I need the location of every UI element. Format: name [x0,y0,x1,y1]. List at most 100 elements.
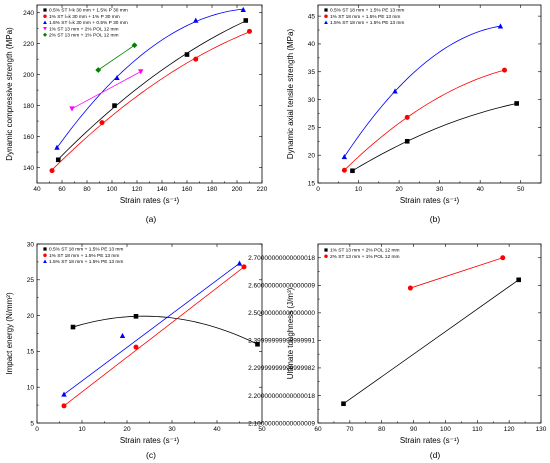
data-point [119,332,126,338]
plot-frame [36,243,263,424]
data-point [350,168,355,174]
legend: 0.5% ST l=k 30 mm + 1.5% P 30 mm1% ST l=… [42,8,128,39]
data-point [69,106,75,112]
fit-curve [56,8,244,149]
x-tick-label: 160 [182,186,193,193]
legend-marker [324,254,328,258]
data-point [114,74,120,81]
series-2 [61,260,243,397]
legend-label: 0.5% ST l=k 30 mm + 1.5% P 30 mm [49,8,128,14]
data-point [236,260,243,266]
series-2 [341,23,504,160]
data-point [54,144,60,150]
y-tick-label: 10 [27,385,35,392]
fit-curve [51,31,250,171]
fit-line [63,263,240,395]
y-tick-label: 15 [27,349,35,356]
y-tick-label: 40 [308,41,316,48]
data-point [497,23,504,29]
legend-marker-wrap [43,259,47,264]
x-tick-label: 20 [123,426,131,433]
x-tick-label: 0 [316,186,320,193]
y-tick-label: 25 [308,125,316,132]
y-tick-label: 20 [27,313,35,320]
legend: 1% ST 13 mm + 2% POL 12 mm2% ST 13 mm + … [324,248,399,260]
x-tick-label: 80 [378,426,386,433]
fit-curve [57,20,246,160]
x-axis-label: Strain rates (s⁻¹) [400,196,460,205]
y-axis-label: Ultimate toughness (J/m³) [286,287,295,379]
series-4 [95,42,138,73]
data-point [341,167,347,173]
x-tick-label: 140 [157,186,168,193]
legend-label: 1.5% ST 18 mm + 1.5% PE 13 mm [49,259,123,265]
legend-label: 1% ST 18 mm + 1.5% PE 13 mm [49,253,119,259]
x-tick-label: 50 [258,426,266,433]
legend-marker-wrap [324,254,328,258]
series-1 [407,255,506,291]
x-tick-label: 30 [436,186,444,193]
fit-curve [352,103,517,172]
y-tick-label: 200 [23,72,34,79]
series-0 [70,314,260,347]
y-tick-label: 2.70000000000000018 [248,255,315,262]
y-tick-label: 20 [308,152,316,159]
legend-marker-wrap [43,253,47,257]
data-point [255,341,260,347]
y-tick-label: 140 [23,165,34,172]
x-axis-label: Strain rates (s⁻¹) [400,436,460,445]
panel-d: 60 70 80 90 100 110 120 130 2.10000000000000009 2… [248,243,547,460]
data-point [407,285,413,291]
legend-label: 0.5% ST 18 mm + 1.5% PE 13 mm [330,8,404,14]
series-2 [54,6,246,150]
legend: 0.5% ST 18 mm + 1.5% PE 13 mm1% ST 18 mm… [324,8,404,26]
panel-a: 40 60 80 100 120 140 160 180 200 220 140 160 180 200 2… [5,4,268,224]
x-tick-label: 110 [472,426,483,433]
legend-marker-wrap [324,8,328,12]
legend-marker [43,26,47,31]
x-axis-label: Strain rates (s⁻¹) [120,436,180,445]
legend-marker-wrap [324,20,328,25]
y-tick-label: 35 [308,69,316,76]
data-point [243,18,249,23]
data-point [193,56,199,62]
data-point [193,17,199,23]
y-axis-label: Dynamic compressive strength (MPa) [5,27,14,161]
y-axis-label: Dynamic axial tensile strength (MPa) [286,29,295,160]
x-tick-label: 90 [410,426,418,433]
panel-label: (b) [430,214,441,224]
x-tick-label: 10 [78,426,86,433]
legend-label: 1% ST l=k 30 mm + 1% P 30 mm [49,14,120,20]
data-point [516,277,521,283]
data-point [49,168,55,174]
fit-line [410,257,503,289]
legend-marker-wrap [43,247,47,251]
legend-marker-wrap [42,32,48,37]
fit-line [63,266,245,407]
series-1 [341,67,508,173]
legend-marker [43,253,47,257]
x-tick-label: 130 [536,426,547,433]
y-tick-label: 180 [23,103,34,110]
y-tick-label: 30 [27,241,35,248]
legend-label: 1.5% ST 18 mm + 1.5% PE 13 mm [330,20,404,26]
data-point [184,52,190,57]
x-tick-label: 80 [83,186,91,193]
x-tick-label: 40 [33,186,41,193]
data-point [241,264,247,270]
x-tick-label: 70 [346,426,354,433]
fit-line [71,71,141,110]
legend-marker-wrap [324,14,328,18]
fit-line [98,44,135,71]
fit-curve [344,25,501,158]
x-tick-label: 100 [440,426,451,433]
legend-marker [43,20,47,25]
y-tick-label: 15 [308,180,316,187]
data-point [247,28,252,34]
legend: 0.5% ST 18 mm + 1.5% PE 13 mm1% ST 18 mm… [43,247,123,265]
y-tick-label: 2.10000000000000009 [248,420,315,427]
data-point [99,120,105,126]
y-tick-label: 220 [23,41,34,48]
y-tick-label: 25 [27,277,35,284]
